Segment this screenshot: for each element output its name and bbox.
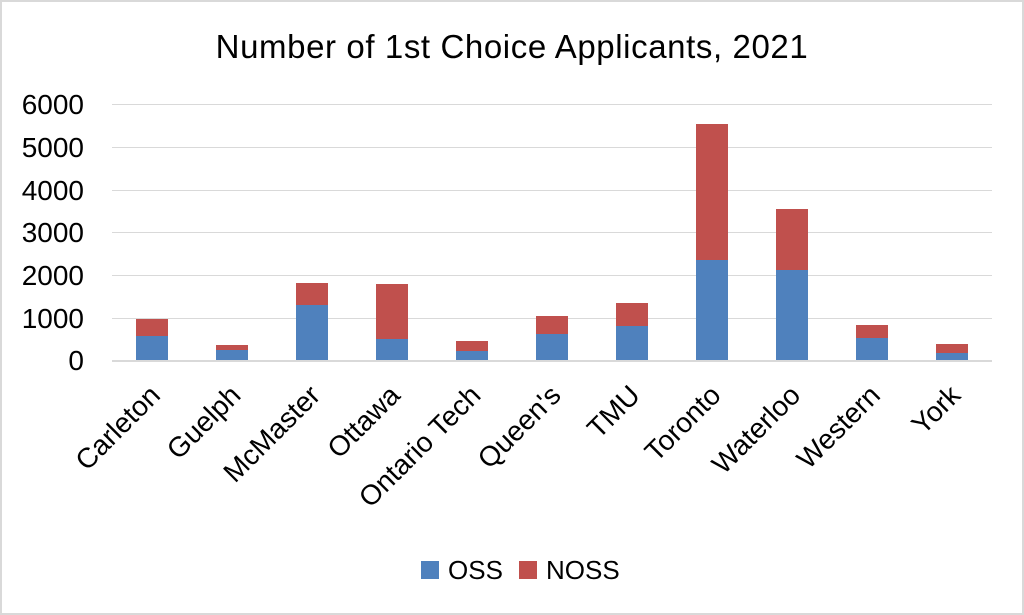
x-axis-line	[112, 360, 992, 362]
bar-segment-oss-ottawa	[376, 339, 408, 360]
bar-segment-noss-carleton	[136, 319, 168, 336]
legend-entry-oss: OSS	[421, 555, 503, 585]
bar-segment-noss-waterloo	[776, 209, 808, 270]
y-axis-tick-label: 6000	[21, 89, 84, 120]
x-axis-category-label: TMU	[581, 379, 647, 445]
bar-segment-oss-western	[856, 338, 888, 360]
bar-segment-noss-queen-s	[536, 316, 568, 334]
bar-segment-oss-carleton	[136, 336, 168, 360]
bar-segment-noss-guelph	[216, 345, 248, 350]
gridline	[112, 147, 992, 148]
bar-segment-oss-guelph	[216, 350, 248, 360]
chart-title: Number of 1st Choice Applicants, 2021	[215, 28, 809, 65]
legend-label-noss: NOSS	[546, 555, 620, 585]
y-axis-tick-label: 3000	[21, 217, 84, 248]
bar-segment-noss-western	[856, 325, 888, 338]
bar-segment-oss-queen-s	[536, 334, 568, 360]
bar-segment-noss-ontario-tech	[456, 341, 488, 351]
x-axis-category-label: Waterloo	[705, 379, 807, 480]
bar-segment-oss-toronto	[696, 260, 728, 360]
y-axis-tick-label: 0	[68, 345, 84, 376]
y-axis-tick-label: 5000	[21, 132, 84, 163]
gridline	[112, 275, 992, 276]
legend-swatch-noss	[519, 561, 537, 579]
y-axis-tick-label: 1000	[21, 303, 84, 334]
x-axis-category-label: Western	[790, 379, 887, 475]
gridline	[112, 104, 992, 105]
x-axis-category-label: Carleton	[69, 379, 167, 477]
y-axis-tick-label: 4000	[21, 175, 84, 206]
legend-label-oss: OSS	[448, 555, 503, 585]
bar-segment-oss-mcmaster	[296, 305, 328, 360]
legend-entry-noss: NOSS	[519, 555, 620, 585]
bar-segment-noss-toronto	[696, 124, 728, 260]
x-axis-category-label: Queen's	[471, 379, 567, 475]
bar-segment-oss-ontario-tech	[456, 351, 488, 360]
bar-segment-oss-waterloo	[776, 270, 808, 360]
bar-segment-noss-ottawa	[376, 284, 408, 339]
bar-segment-noss-mcmaster	[296, 283, 328, 305]
y-axis-tick-label: 2000	[21, 260, 84, 291]
gridline	[112, 232, 992, 233]
gridline	[112, 190, 992, 191]
bar-segment-noss-york	[936, 344, 968, 353]
x-axis-category-label: York	[905, 379, 967, 441]
bar-segment-oss-tmu	[616, 326, 648, 360]
bar-segment-oss-york	[936, 353, 968, 360]
legend-swatch-oss	[421, 561, 439, 579]
bar-segment-noss-tmu	[616, 303, 648, 326]
